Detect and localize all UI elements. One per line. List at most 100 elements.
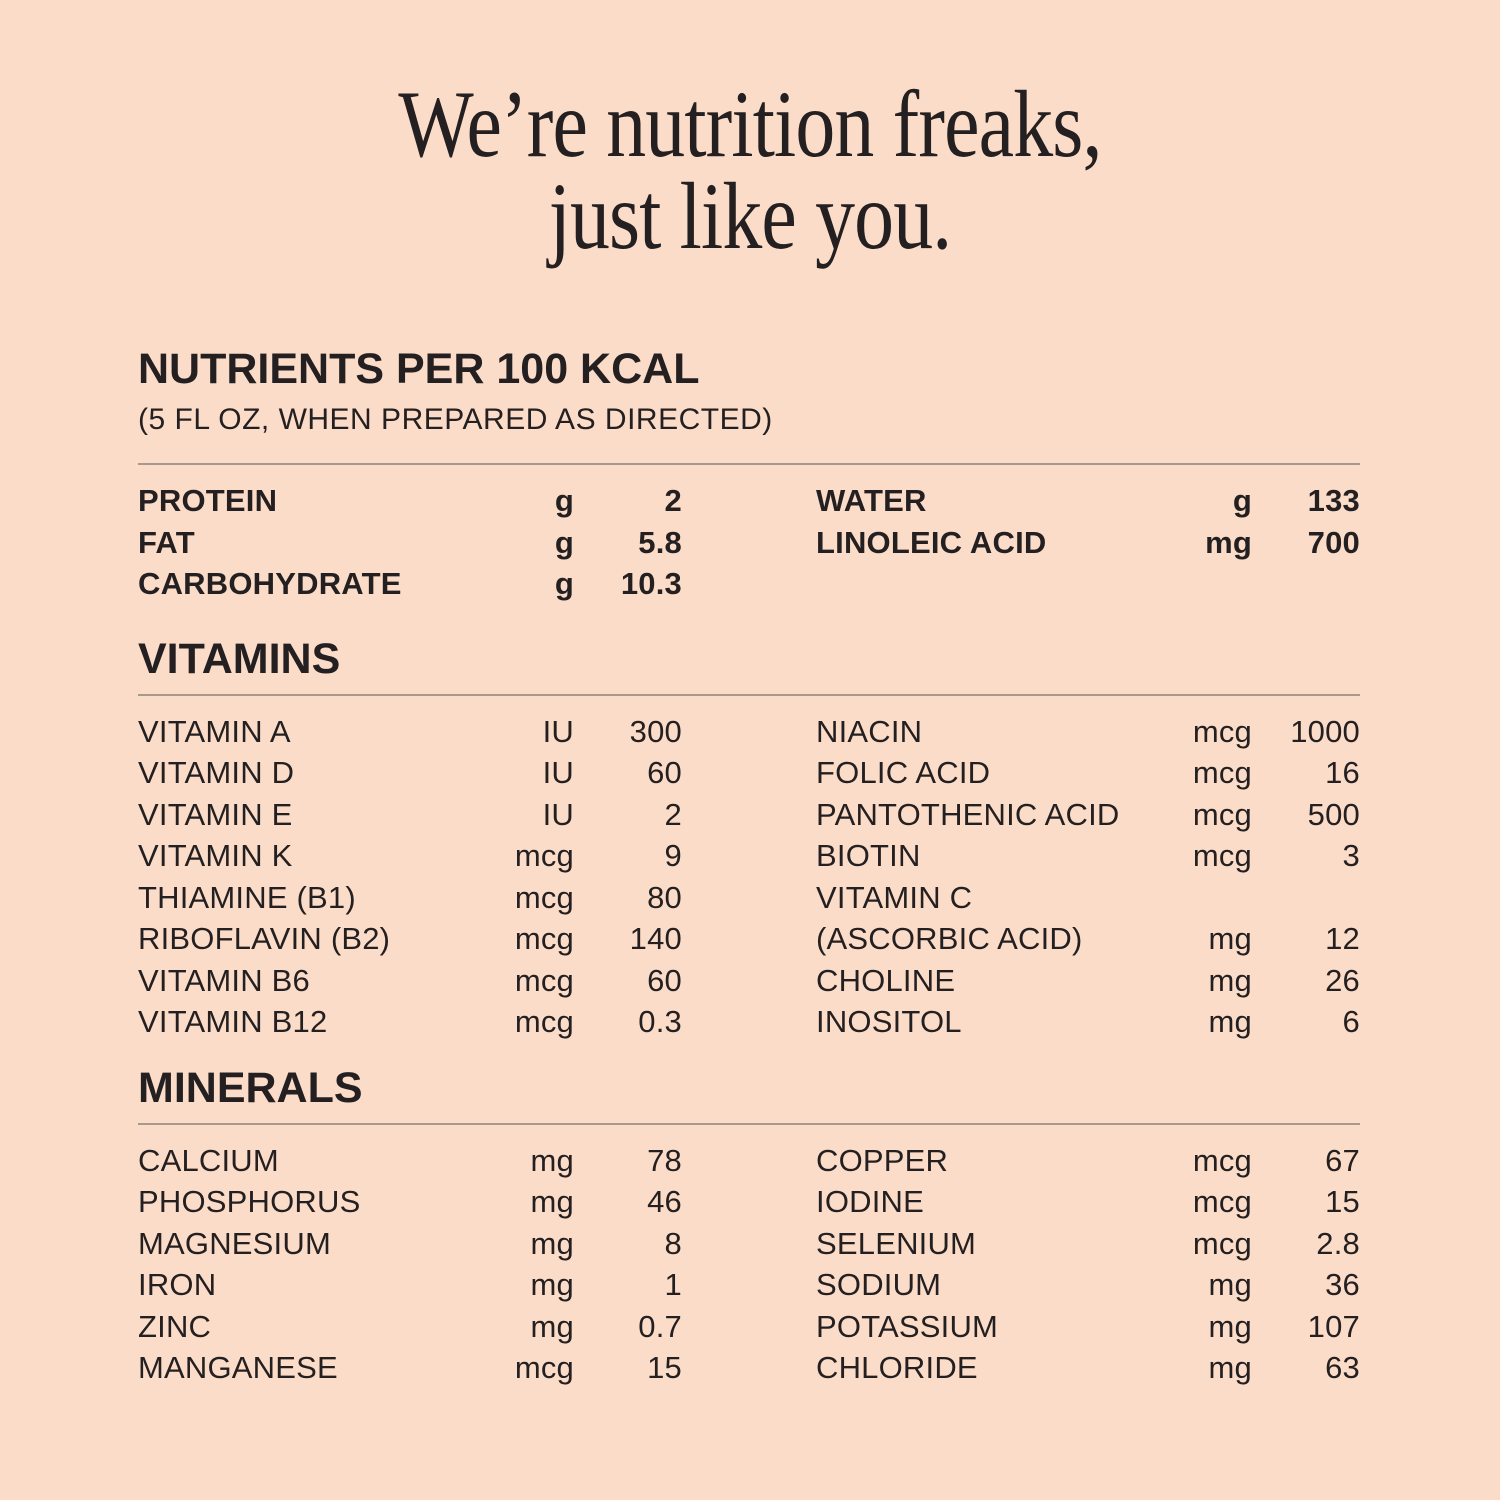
minerals-left-column: CALCIUM mg 78 PHOSPHORUS mg 46 MAGNESIUM… bbox=[138, 1140, 682, 1389]
nutrient-value: 36 bbox=[1325, 1267, 1360, 1302]
nutrient-label: VITAMIN B12 bbox=[138, 1004, 328, 1039]
nutrient-row: PANTOTHENIC ACID mcg 500 bbox=[816, 794, 1360, 836]
nutrient-label: PANTOTHENIC ACID bbox=[816, 796, 1120, 832]
nutrient-row: CARBOHYDRATE g 10.3 bbox=[138, 563, 682, 605]
nutrient-label: SELENIUM bbox=[816, 1225, 977, 1261]
nutrient-label: VITAMIN D bbox=[138, 755, 295, 790]
nutrient-unit: mg bbox=[1208, 1308, 1252, 1344]
nutrient-value: 16 bbox=[1325, 755, 1360, 790]
nutrient-unit: mcg bbox=[514, 1350, 574, 1385]
nutrient-row: VITAMIN B6 mcg 60 bbox=[138, 960, 682, 1002]
nutrient-label: ZINC bbox=[138, 1308, 212, 1344]
nutrient-unit: mcg bbox=[1192, 1225, 1252, 1261]
macros-left-column: PROTEIN g 2 FAT g 5.8 CARBOHYDRATE g 10.… bbox=[138, 480, 682, 605]
page-title: We’re nutrition freaks, just like you. bbox=[0, 0, 1500, 264]
nutrient-unit: mg bbox=[530, 1225, 574, 1261]
nutrient-unit: g bbox=[554, 524, 574, 560]
nutrient-unit: mg bbox=[530, 1308, 574, 1344]
macros-table: PROTEIN g 2 FAT g 5.8 CARBOHYDRATE g 10.… bbox=[138, 465, 1360, 605]
nutrient-value: 300 bbox=[629, 713, 682, 749]
nutrient-unit: mcg bbox=[1192, 838, 1252, 873]
nutrient-row: LINOLEIC ACID mg 700 bbox=[816, 522, 1360, 564]
nutrient-value: 60 bbox=[647, 962, 682, 998]
nutrient-value: 107 bbox=[1307, 1308, 1360, 1344]
nutrient-label: PHOSPHORUS bbox=[138, 1184, 361, 1219]
nutrient-value: 67 bbox=[1325, 1142, 1360, 1178]
nutrient-label: VITAMIN A bbox=[138, 713, 291, 749]
nutrient-value: 8 bbox=[664, 1225, 682, 1261]
nutrient-row: SELENIUM mcg 2.8 bbox=[816, 1223, 1360, 1265]
nutrient-label: CARBOHYDRATE bbox=[138, 566, 402, 601]
nutrient-label: MANGANESE bbox=[138, 1350, 338, 1385]
divider-rule bbox=[138, 1122, 1360, 1125]
nutrient-value: 15 bbox=[1325, 1184, 1360, 1219]
nutrient-unit: mcg bbox=[1192, 755, 1252, 790]
nutrient-label: CALCIUM bbox=[138, 1142, 279, 1178]
nutrient-row: SODIUM mg 36 bbox=[816, 1264, 1360, 1306]
nutrient-unit: mg bbox=[1208, 1004, 1252, 1039]
nutrient-value: 60 bbox=[647, 755, 682, 790]
vitamins-left-column: VITAMIN A IU 300 VITAMIN D IU 60 VITAMIN… bbox=[138, 711, 682, 1043]
nutrient-value: 6 bbox=[1342, 1004, 1360, 1039]
nutrient-row: WATER g 133 bbox=[816, 480, 1360, 522]
minerals-right-column: COPPER mcg 67 IODINE mcg 15 SELENIUM mcg… bbox=[816, 1140, 1360, 1389]
nutrient-label: FAT bbox=[138, 524, 195, 560]
nutrients-per-100kcal-heading: NUTRIENTS PER 100 KCAL bbox=[138, 345, 700, 393]
nutrient-unit: mg bbox=[530, 1184, 574, 1219]
nutrient-label: CHOLINE bbox=[816, 962, 956, 998]
nutrient-label: VITAMIN E bbox=[138, 796, 293, 832]
vitamins-heading: VITAMINS bbox=[138, 634, 341, 683]
nutrient-value: 63 bbox=[1325, 1350, 1360, 1385]
nutrient-label: INOSITOL bbox=[816, 1004, 962, 1039]
nutrient-unit: IU bbox=[542, 713, 574, 749]
nutrient-row: VITAMIN D IU 60 bbox=[138, 752, 682, 794]
nutrient-value: 0.3 bbox=[638, 1004, 682, 1039]
nutrient-label: SODIUM bbox=[816, 1267, 942, 1302]
nutrient-row: IODINE mcg 15 bbox=[816, 1181, 1360, 1223]
nutrient-label: LINOLEIC ACID bbox=[816, 524, 1047, 560]
nutrient-value: 15 bbox=[647, 1350, 682, 1385]
nutrient-unit: mcg bbox=[514, 879, 574, 915]
nutrient-value: 1000 bbox=[1290, 713, 1360, 749]
nutrient-unit: IU bbox=[542, 755, 574, 790]
nutrient-label: POTASSIUM bbox=[816, 1308, 999, 1344]
nutrient-row: POTASSIUM mg 107 bbox=[816, 1306, 1360, 1348]
nutrient-value: 1 bbox=[664, 1267, 682, 1302]
nutrient-unit: mcg bbox=[514, 962, 574, 998]
nutrient-row: VITAMIN C bbox=[816, 877, 1360, 919]
nutrient-row: PHOSPHORUS mg 46 bbox=[138, 1181, 682, 1223]
nutrient-value: 12 bbox=[1325, 921, 1360, 956]
nutrient-label: WATER bbox=[816, 483, 927, 518]
vitamins-right-column: NIACIN mcg 1000 FOLIC ACID mcg 16 PANTOT… bbox=[816, 711, 1360, 1043]
nutrient-label: THIAMINE (B1) bbox=[138, 879, 356, 915]
nutrient-label: IRON bbox=[138, 1267, 217, 1302]
nutrient-value: 5.8 bbox=[638, 524, 682, 560]
nutrient-unit: mcg bbox=[514, 921, 574, 956]
nutrient-unit: mg bbox=[1208, 1267, 1252, 1302]
nutrient-label: VITAMIN C bbox=[816, 879, 973, 915]
nutrient-unit: mg bbox=[1208, 962, 1252, 998]
nutrient-unit: mcg bbox=[1192, 1184, 1252, 1219]
nutrient-row: INOSITOL mg 6 bbox=[816, 1001, 1360, 1043]
nutrient-label: IODINE bbox=[816, 1184, 924, 1219]
nutrient-unit: mcg bbox=[1192, 1142, 1252, 1178]
nutrient-unit: g bbox=[1232, 483, 1252, 518]
nutrient-row: CHLORIDE mg 63 bbox=[816, 1347, 1360, 1389]
nutrient-value: 3 bbox=[1342, 838, 1360, 873]
nutrient-row: FAT g 5.8 bbox=[138, 522, 682, 564]
nutrient-unit: mcg bbox=[514, 838, 574, 873]
nutrient-unit: mg bbox=[1205, 524, 1252, 560]
nutrient-row: MANGANESE mcg 15 bbox=[138, 1347, 682, 1389]
minerals-heading: MINERALS bbox=[138, 1063, 363, 1112]
nutrient-label: (ASCORBIC ACID) bbox=[816, 921, 1083, 956]
nutrient-row: THIAMINE (B1) mcg 80 bbox=[138, 877, 682, 919]
nutrient-value: 500 bbox=[1307, 796, 1360, 832]
nutrient-row: CALCIUM mg 78 bbox=[138, 1140, 682, 1182]
nutrient-unit: IU bbox=[542, 796, 574, 832]
nutrient-value: 78 bbox=[647, 1142, 682, 1178]
nutrient-value: 80 bbox=[647, 879, 682, 915]
nutrient-value: 10.3 bbox=[620, 566, 682, 601]
nutrient-value: 26 bbox=[1325, 962, 1360, 998]
title-line-1: We’re nutrition freaks, bbox=[398, 71, 1102, 177]
nutrient-unit: mg bbox=[1208, 1350, 1252, 1385]
